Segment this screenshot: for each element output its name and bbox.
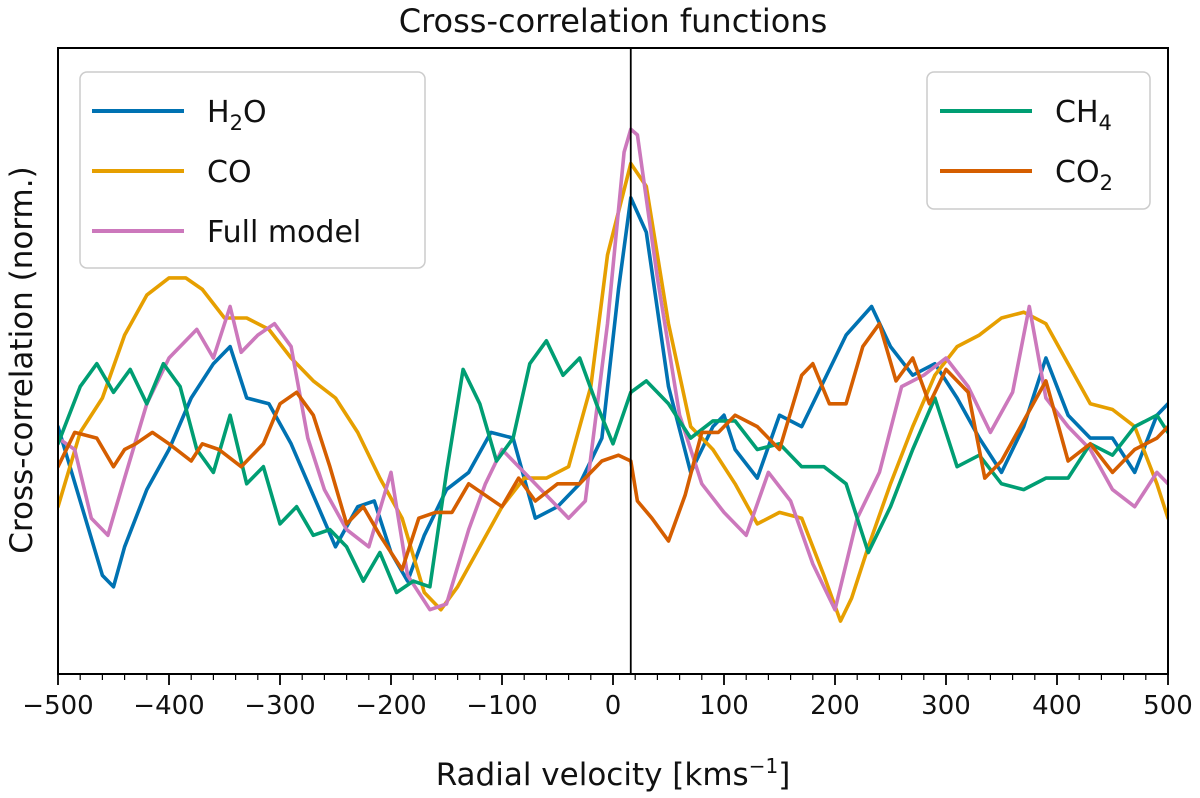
x-tick-label: 500 [1143, 691, 1193, 721]
x-axis-label: Radial velocity [kms−1] [436, 754, 791, 793]
x-tick-label: 300 [921, 691, 971, 721]
series-line-co2 [58, 321, 1168, 572]
x-tick-label: −100 [466, 691, 537, 721]
x-axis-ticks: −500 −400 −300 −200 −100 0 100 200 300 400 500 [22, 674, 1193, 721]
legend-label: CO2 [1055, 155, 1113, 195]
x-axis-label-superscript: −1 [749, 754, 778, 778]
legend-label: CH4 [1055, 95, 1112, 135]
x-axis-label-main: Radial velocity [kms [436, 757, 749, 793]
legend-left-box [79, 71, 426, 269]
x-tick-label: 100 [699, 691, 749, 721]
x-tick-label: −200 [355, 691, 426, 721]
series-line-ch4 [58, 339, 1168, 595]
series-line-full-model [58, 127, 1168, 612]
y-axis-label: Cross-correlation (norm.) [4, 166, 40, 553]
legend-right: CH4 CO2 [926, 71, 1151, 210]
chart-title: Cross-correlation functions [399, 2, 828, 40]
x-tick-label: −300 [244, 691, 315, 721]
x-tick-label: 0 [605, 691, 622, 721]
legend-right-box [926, 71, 1151, 210]
x-axis-label-bracket: ] [778, 757, 790, 793]
x-tick-label: −400 [133, 691, 204, 721]
x-tick-label: −500 [22, 691, 93, 721]
legend-label: CO [207, 155, 252, 190]
legend-label: H2O [207, 95, 267, 135]
legend-label: Full model [207, 215, 361, 250]
x-tick-label: 400 [1032, 691, 1082, 721]
x-tick-label: 200 [810, 691, 860, 721]
legend-left: H2O CO Full model [79, 71, 426, 269]
series-layer [58, 127, 1168, 623]
